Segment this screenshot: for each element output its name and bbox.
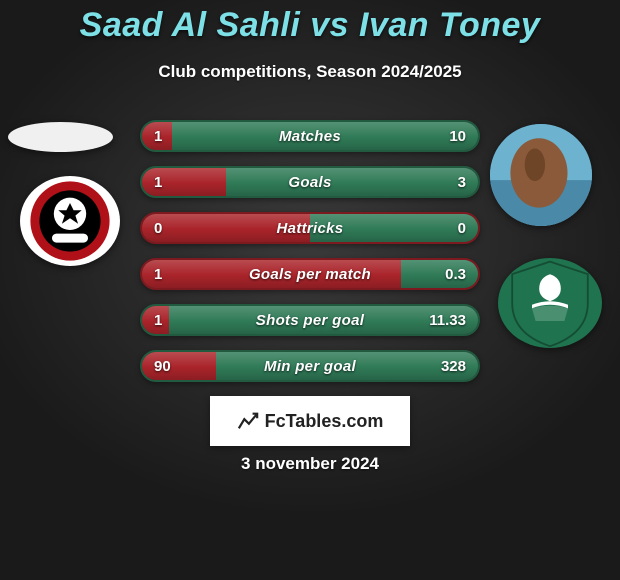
stat-fill-right: [310, 214, 478, 242]
player-photo-icon: [490, 124, 592, 226]
club-right-badge: [498, 258, 602, 348]
stats-panel: 110Matches 13Goals 00Hattricks 10.3Goals pe…: [140, 120, 480, 396]
branding-box: FcTables.com: [210, 396, 410, 446]
club-left-badge: [20, 176, 120, 266]
stat-row: 110Matches: [140, 120, 480, 152]
stat-row: 111.33Shots per goal: [140, 304, 480, 336]
player-right-photo: [490, 124, 592, 226]
stat-fill-left: [142, 306, 169, 334]
stat-row: 10.3Goals per match: [140, 258, 480, 290]
fctables-logo-icon: [237, 410, 259, 432]
stat-row: 90328Min per goal: [140, 350, 480, 382]
stat-fill-left: [142, 260, 401, 288]
date-label: 3 november 2024: [0, 454, 620, 474]
comparison-infographic: Saad Al Sahli vs Ivan Toney Club competi…: [0, 0, 620, 580]
player-left-photo: [8, 122, 113, 152]
club-left-icon: [20, 176, 120, 266]
stat-row: 13Goals: [140, 166, 480, 198]
stat-fill-right: [172, 122, 478, 150]
stat-fill-right: [216, 352, 478, 380]
stat-fill-left: [142, 168, 226, 196]
stat-fill-left: [142, 352, 216, 380]
club-right-icon: [498, 258, 602, 348]
stat-fill-right: [169, 306, 478, 334]
stat-fill-right: [226, 168, 478, 196]
stat-fill-left: [142, 122, 172, 150]
stat-row: 00Hattricks: [140, 212, 480, 244]
page-title: Saad Al Sahli vs Ivan Toney: [0, 6, 620, 45]
stat-fill-right: [401, 260, 478, 288]
page-subtitle: Club competitions, Season 2024/2025: [0, 62, 620, 82]
branding-text: FcTables.com: [265, 411, 384, 432]
stat-fill-left: [142, 214, 310, 242]
